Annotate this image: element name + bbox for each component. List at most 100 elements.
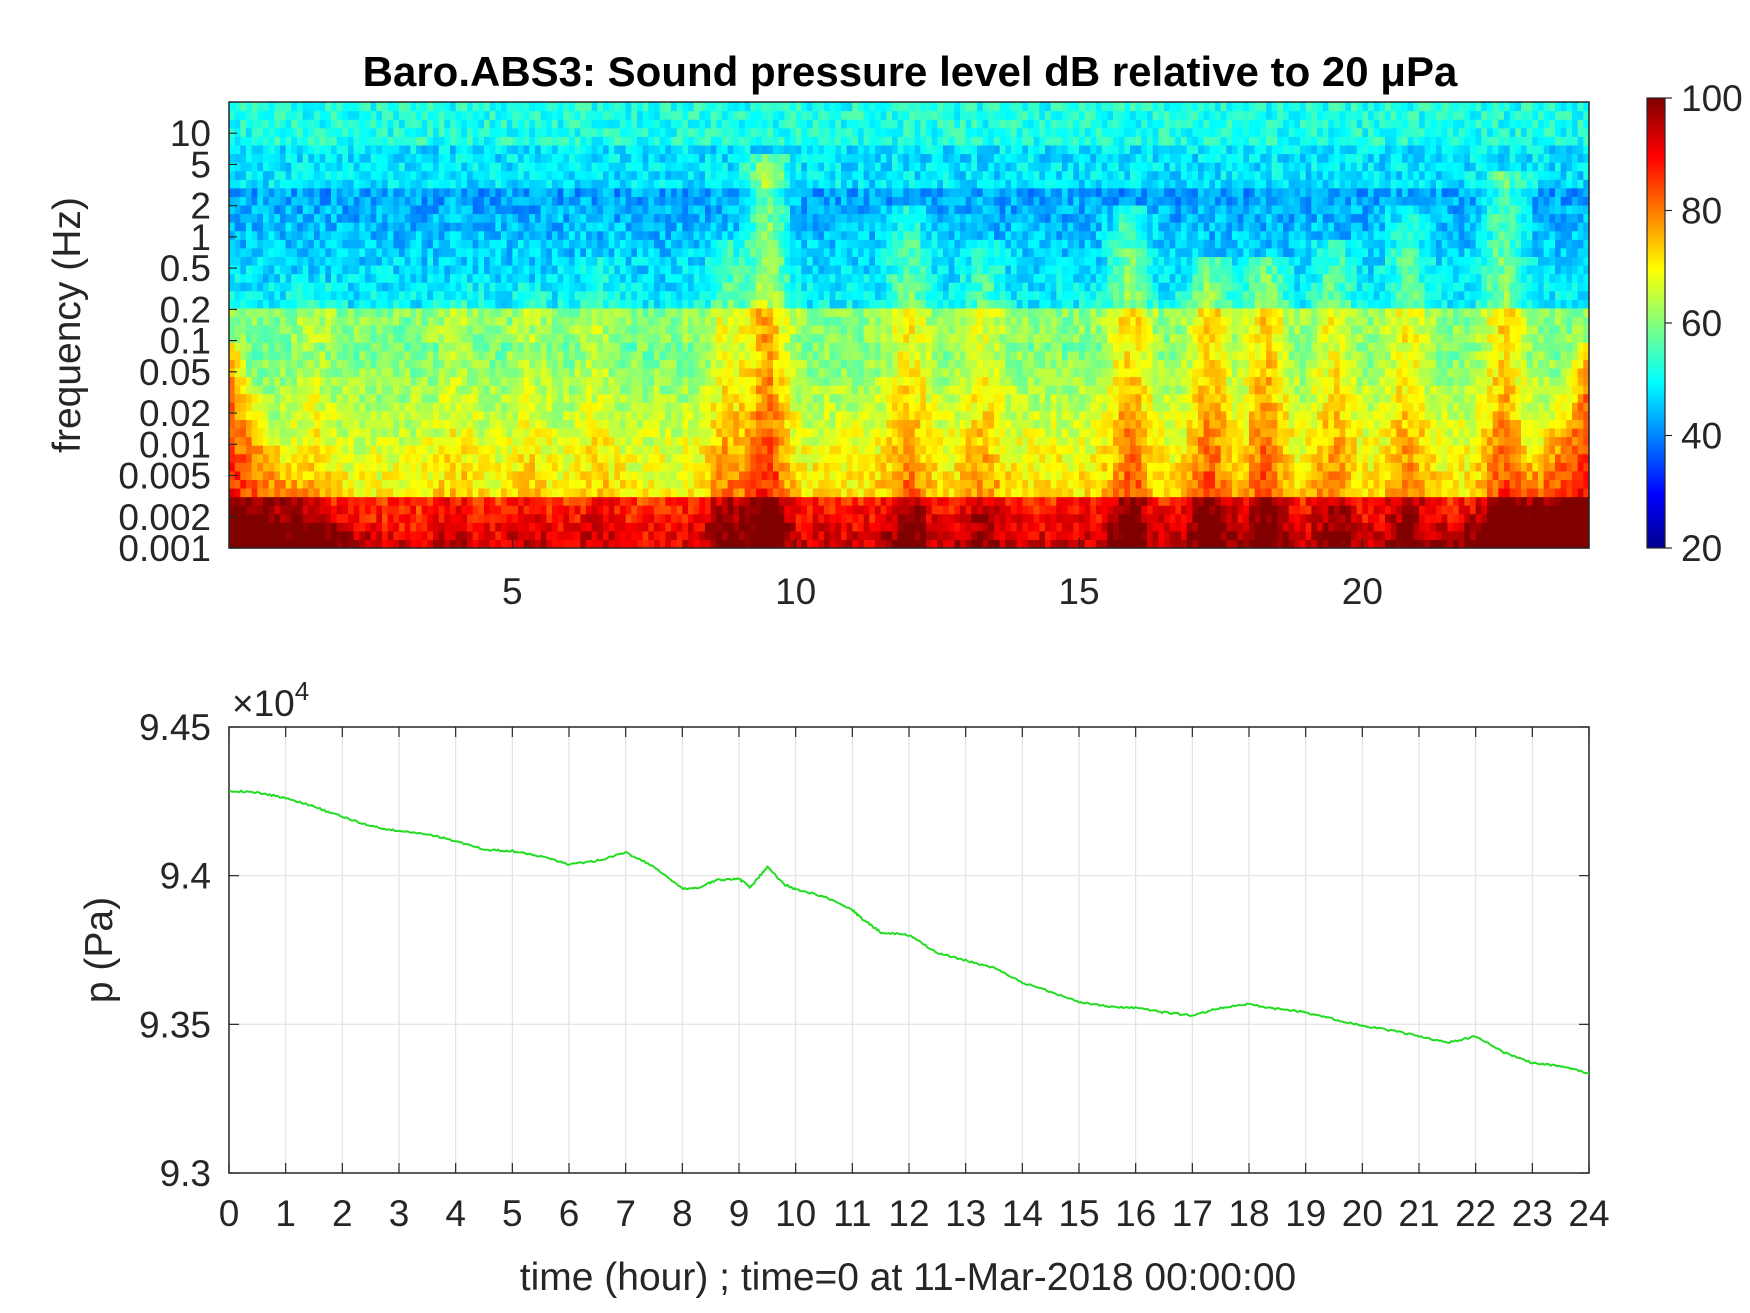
spectrogram-cell [699,445,706,455]
spectrogram-cell [631,496,638,506]
spectrogram-cell [348,239,355,249]
spectrogram-cell [404,453,411,463]
spectrogram-cell [523,247,530,257]
spectrogram-cell [671,359,678,369]
spectrogram-cell [688,204,695,215]
spectrogram-cell [438,350,445,360]
spectrogram-cell [620,264,627,275]
spectrogram-cell [501,153,508,163]
spectrogram-cell [676,479,683,489]
spectrogram-cell [229,342,236,352]
spectrogram-cell [455,299,462,309]
spectrogram-cell [319,479,326,489]
spectrogram-cell [671,470,678,480]
spectrogram-cell [382,367,389,378]
spectrogram-cell [654,367,661,378]
spectrogram-cell [693,419,700,429]
spectrogram-cell [671,487,678,498]
spectrogram-cell [552,144,559,155]
spectrogram-cell [603,367,610,378]
spectrogram-cell [540,179,547,189]
spectrogram-cell [416,393,423,403]
spectrogram-cell [353,359,360,369]
spectrogram-cell [268,222,275,232]
spectrogram-cell [376,247,383,257]
spectrogram-cell [506,299,513,309]
spectrogram-cell [308,333,315,343]
spectrogram-cell [274,376,281,386]
spectrogram-cell [325,505,332,515]
spectrogram-cell [421,505,428,515]
spectrogram-cell [688,187,695,197]
spectrogram-cell [552,410,559,420]
spectrogram-cell [461,393,468,403]
spectrogram-cell [274,530,281,541]
spectrogram-cell [461,359,468,369]
spectrogram-cell [325,230,332,240]
spectrogram-cell [308,144,315,155]
spectrogram-cell [512,385,519,395]
spectrogram-cell [353,513,360,523]
spectrogram-cell [359,427,366,438]
spectrogram-cell [727,436,734,446]
spectrogram-cell [348,470,355,480]
spectrogram-cell [744,153,751,163]
spectrogram-cell [574,505,581,515]
spectrogram-cell [263,110,270,120]
spectrogram-cell [416,513,423,523]
spectrogram-cell [586,462,593,472]
spectrogram-cell [461,213,468,223]
spectrogram-cell [404,367,411,378]
spectrogram-cell [750,539,757,549]
spectrogram-cell [484,187,491,197]
spectrogram-cell [478,530,485,541]
spectrogram-cell [387,333,394,343]
spectrogram-cell [665,385,672,395]
spectrogram-cell [569,487,576,498]
spectrogram-cell [291,222,298,232]
spectrogram-cell [744,402,751,412]
spectrogram-cell [489,530,496,541]
spectrogram-cell [489,333,496,343]
spectrogram-cell [512,273,519,283]
spectrogram-cell [319,119,326,129]
spectrogram-cell [586,522,593,532]
spectrogram-cell [648,539,655,549]
spectrogram-cell [416,530,423,541]
spectrogram-cell [467,436,474,446]
spectrogram-cell [569,127,576,137]
spectrogram-cell [767,170,774,180]
spectrogram-cell [705,316,712,326]
spectrogram-cell [484,316,491,326]
spectrogram-cell [268,162,275,172]
spectrogram-cell [285,376,292,386]
spectrogram-cell [251,530,258,541]
spectrogram-cell [427,376,434,386]
spectrogram-cell [710,385,717,395]
spectrogram-cell [370,119,377,129]
spectrogram-cell [682,196,689,206]
spectrogram-cell [308,479,315,489]
spectrogram-cell [671,119,678,129]
spectrogram-cell [557,419,564,429]
spectrogram-cell [523,144,530,155]
spectrogram-cell [620,307,627,318]
spectrogram-cell [620,196,627,206]
spectrogram-cell [433,204,440,215]
spectrogram-cell [444,376,451,386]
spectrogram-cell [563,350,570,360]
spectrogram-cell [280,462,287,472]
spectrogram-cell [540,144,547,155]
spectrogram-cell [739,410,746,420]
spectrogram-cell [319,342,326,352]
spectrogram-cell [733,264,740,275]
spectrogram-cell [676,256,683,266]
spectrogram-cell [540,162,547,172]
spectrogram-cell [642,427,649,438]
spectrogram-cell [461,453,468,463]
spectrogram-cell [234,273,241,283]
spectrogram-cell [665,470,672,480]
spectrogram-cell [739,179,746,189]
spectrogram-cell [569,453,576,463]
spectrogram-cell [727,419,734,429]
